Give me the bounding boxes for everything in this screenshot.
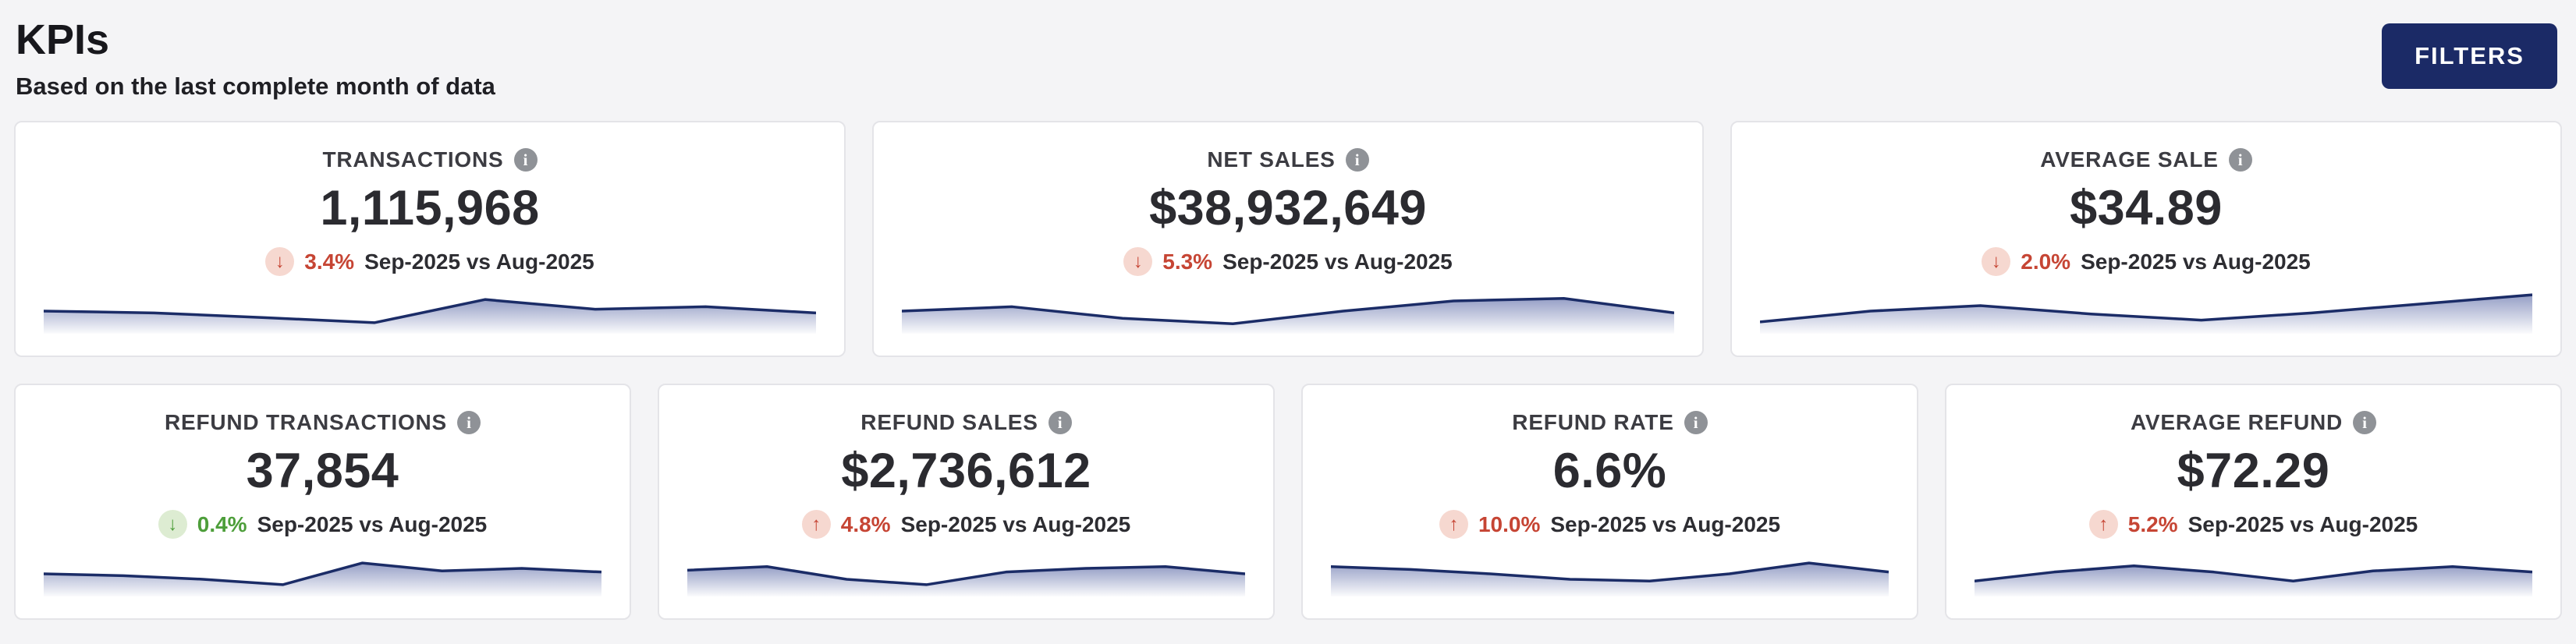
down-arrow-icon: ↓ <box>168 513 178 535</box>
comparison-period: Sep-2025 vs Aug-2025 <box>257 511 488 536</box>
comparison-period: Sep-2025 vs Aug-2025 <box>2187 511 2418 536</box>
card-title-row: REFUND RATE i <box>1512 410 1708 435</box>
change-badge: ↓ <box>1982 247 2011 277</box>
kpi-value: $72.29 <box>2177 444 2330 499</box>
change-percent: 10.0% <box>1478 511 1541 536</box>
page-subtitle: Based on the last complete month of data <box>16 73 495 101</box>
sparkline-svg <box>1331 551 1889 597</box>
change-percent: 3.4% <box>304 249 355 274</box>
sparkline-svg <box>1760 288 2532 334</box>
kpi-title: NET SALES <box>1207 147 1336 172</box>
change-badge: ↓ <box>1123 247 1153 277</box>
header: KPIs Based on the last complete month of… <box>14 12 2562 101</box>
kpi-title: TRANSACTIONS <box>322 147 504 172</box>
card-title-row: NET SALES i <box>1207 147 1369 172</box>
comparison-period: Sep-2025 vs Aug-2025 <box>1550 511 1781 536</box>
card-title-row: REFUND TRANSACTIONS i <box>165 410 481 435</box>
kpi-title: AVERAGE SALE <box>2040 147 2219 172</box>
info-icon[interactable]: i <box>457 411 481 435</box>
sparkline-chart <box>1331 551 1889 597</box>
kpi-change-row: ↑ 5.2% Sep-2025 vs Aug-2025 <box>2088 510 2418 540</box>
change-badge: ↓ <box>265 247 295 277</box>
filters-button[interactable]: FILTERS <box>2382 23 2557 89</box>
sparkline-chart <box>44 551 601 597</box>
kpi-row-1: TRANSACTIONS i 1,115,968 ↓ 3.4% Sep-2025… <box>14 121 2562 358</box>
sparkline-chart <box>44 288 816 334</box>
kpi-value: $2,736,612 <box>841 444 1091 499</box>
kpi-card: AVERAGE SALE i $34.89 ↓ 2.0% Sep-2025 vs… <box>1730 121 2562 358</box>
change-badge: ↑ <box>2088 510 2118 540</box>
kpi-title: REFUND RATE <box>1512 410 1674 435</box>
down-arrow-icon: ↓ <box>1991 250 2001 272</box>
comparison-period: Sep-2025 vs Aug-2025 <box>2081 249 2311 274</box>
card-title-row: AVERAGE SALE i <box>2040 147 2252 172</box>
comparison-period: Sep-2025 vs Aug-2025 <box>364 249 594 274</box>
sparkline-chart <box>902 288 1674 334</box>
kpi-value: 1,115,968 <box>320 181 540 236</box>
sparkline-svg <box>902 288 1674 334</box>
kpi-title: REFUND TRANSACTIONS <box>164 410 448 435</box>
kpi-dashboard: KPIs Based on the last complete month of… <box>14 12 2562 621</box>
change-percent: 4.8% <box>840 511 891 536</box>
kpi-card: REFUND SALES i $2,736,612 ↑ 4.8% Sep-202… <box>658 384 1275 621</box>
info-icon[interactable]: i <box>513 148 538 172</box>
kpi-change-row: ↓ 5.3% Sep-2025 vs Aug-2025 <box>1123 247 1453 277</box>
change-percent: 5.3% <box>1162 249 1213 274</box>
kpi-value: $34.89 <box>2070 181 2223 236</box>
kpi-change-row: ↑ 10.0% Sep-2025 vs Aug-2025 <box>1439 510 1781 540</box>
change-percent: 2.0% <box>2021 249 2071 274</box>
change-percent: 5.2% <box>2127 511 2178 536</box>
change-badge: ↑ <box>801 510 831 540</box>
kpi-change-row: ↑ 4.8% Sep-2025 vs Aug-2025 <box>801 510 1131 540</box>
header-text-block: KPIs Based on the last complete month of… <box>16 12 495 101</box>
down-arrow-icon: ↓ <box>275 250 285 272</box>
kpi-value: $38,932,649 <box>1149 181 1427 236</box>
info-icon[interactable]: i <box>2353 411 2377 435</box>
up-arrow-icon: ↑ <box>2099 513 2109 535</box>
sparkline-svg <box>44 288 816 334</box>
kpi-title: REFUND SALES <box>860 410 1038 435</box>
kpi-change-row: ↓ 2.0% Sep-2025 vs Aug-2025 <box>1982 247 2311 277</box>
sparkline-svg <box>1975 551 2532 597</box>
kpi-card: AVERAGE REFUND i $72.29 ↑ 5.2% Sep-2025 … <box>1945 384 2562 621</box>
comparison-period: Sep-2025 vs Aug-2025 <box>1222 249 1453 274</box>
kpi-row-2: REFUND TRANSACTIONS i 37,854 ↓ 0.4% Sep-… <box>14 384 2562 621</box>
down-arrow-icon: ↓ <box>1133 250 1143 272</box>
up-arrow-icon: ↑ <box>1449 513 1459 535</box>
sparkline-chart <box>1975 551 2532 597</box>
info-icon[interactable]: i <box>1048 411 1072 435</box>
kpi-change-row: ↓ 3.4% Sep-2025 vs Aug-2025 <box>265 247 594 277</box>
card-title-row: REFUND SALES i <box>860 410 1072 435</box>
comparison-period: Sep-2025 vs Aug-2025 <box>900 511 1131 536</box>
info-icon[interactable]: i <box>1345 148 1369 172</box>
kpi-card: NET SALES i $38,932,649 ↓ 5.3% Sep-2025 … <box>872 121 1704 358</box>
page-title: KPIs <box>16 16 110 63</box>
kpi-value: 6.6% <box>1552 444 1667 499</box>
sparkline-chart <box>1760 288 2532 334</box>
change-badge: ↑ <box>1439 510 1468 540</box>
sparkline-chart <box>687 551 1245 597</box>
kpi-card: REFUND RATE i 6.6% ↑ 10.0% Sep-2025 vs A… <box>1301 384 1918 621</box>
card-title-row: AVERAGE REFUND i <box>2130 410 2377 435</box>
sparkline-svg <box>44 551 601 597</box>
sparkline-svg <box>687 551 1245 597</box>
info-icon[interactable]: i <box>1684 411 1708 435</box>
kpi-change-row: ↓ 0.4% Sep-2025 vs Aug-2025 <box>158 510 488 540</box>
kpi-title: AVERAGE REFUND <box>2130 410 2344 435</box>
kpi-card: TRANSACTIONS i 1,115,968 ↓ 3.4% Sep-2025… <box>14 121 846 358</box>
card-title-row: TRANSACTIONS i <box>322 147 538 172</box>
info-icon[interactable]: i <box>2228 148 2252 172</box>
up-arrow-icon: ↑ <box>811 513 821 535</box>
change-badge: ↓ <box>158 510 187 540</box>
kpi-value: 37,854 <box>246 444 399 499</box>
kpi-card: REFUND TRANSACTIONS i 37,854 ↓ 0.4% Sep-… <box>14 384 631 621</box>
change-percent: 0.4% <box>197 511 247 536</box>
